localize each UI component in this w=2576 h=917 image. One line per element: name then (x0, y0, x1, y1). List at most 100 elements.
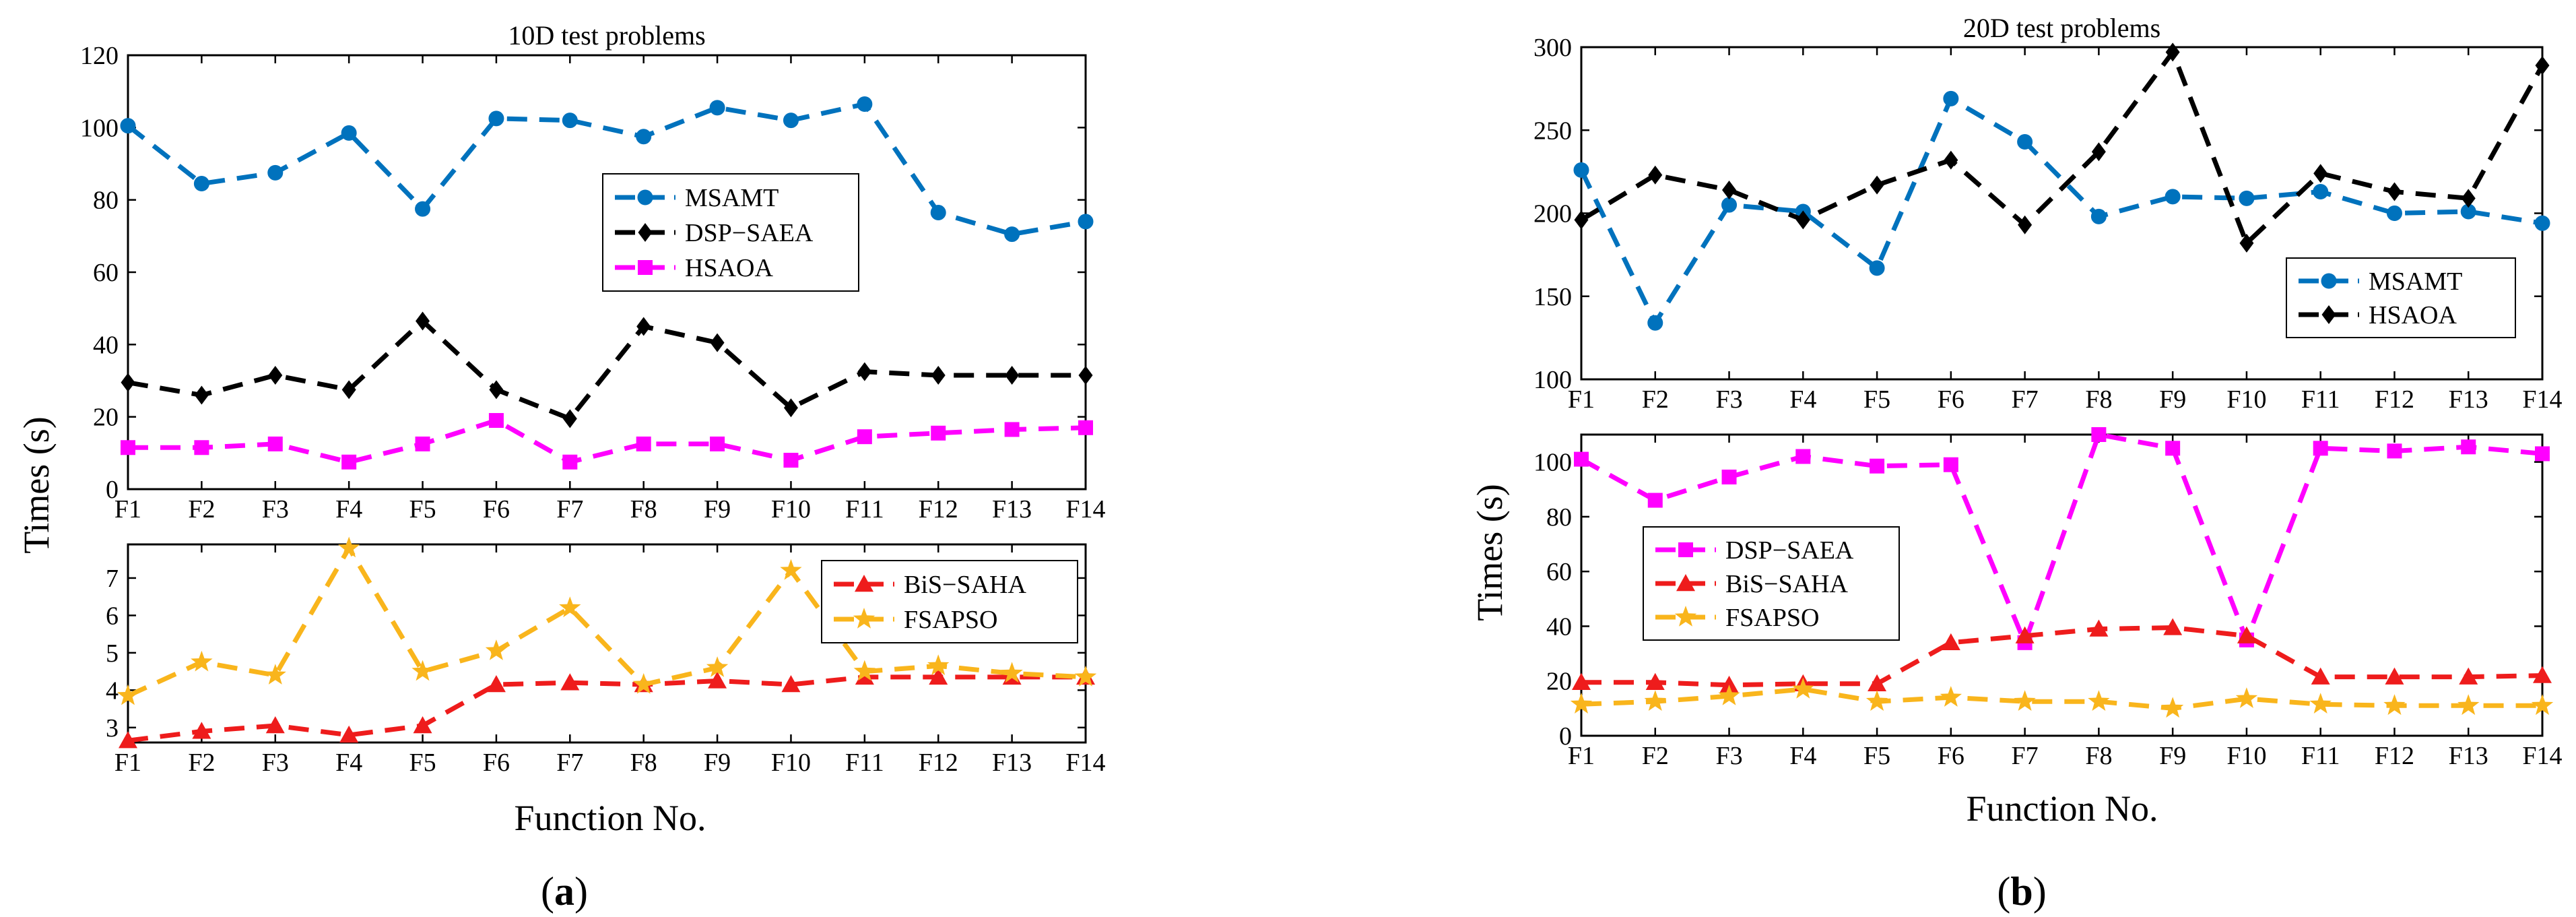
data-point (1573, 162, 1589, 178)
series-bis-saha (1572, 618, 2552, 693)
x-tick-label: F4 (1789, 385, 1816, 414)
x-tick-label: F5 (1863, 385, 1890, 414)
x-tick-label: F7 (556, 749, 583, 777)
data-point (710, 333, 725, 352)
legend-box (821, 560, 1078, 643)
panel-a-letter-open: ( (541, 869, 554, 914)
y-tick-label: 200 (1533, 200, 1572, 228)
data-point (2091, 142, 2106, 162)
legend-label: FSAPSO (904, 606, 997, 634)
series-line (127, 318, 1086, 421)
legend-marker (2321, 305, 2336, 324)
axes-box (1580, 433, 2544, 737)
x-tick-label: F3 (262, 749, 289, 777)
x-tick-label: F7 (2012, 385, 2039, 414)
data-point (636, 436, 651, 451)
data-point (121, 440, 135, 455)
x-tick-label: F10 (2226, 742, 2266, 770)
data-point (2015, 626, 2035, 643)
series-line (1579, 96, 2543, 325)
data-point (341, 380, 356, 400)
x-tick-label: F13 (992, 749, 1032, 777)
data-point (1647, 315, 1663, 331)
data-point (2237, 626, 2256, 643)
x-tick-label: F14 (1065, 749, 1105, 777)
x-tick-label: F9 (2159, 742, 2186, 770)
data-point (485, 639, 508, 660)
data-point (853, 660, 876, 681)
data-point (559, 596, 581, 618)
data-point (120, 118, 136, 134)
data-point (117, 684, 139, 705)
series-msamt (120, 96, 1094, 243)
data-point (267, 164, 284, 181)
x-tick-label: F4 (335, 495, 362, 524)
series-hsaoa (1574, 42, 2550, 253)
data-point (415, 201, 431, 217)
data-point (710, 436, 725, 451)
x-tick-label: F1 (114, 495, 141, 524)
data-point (857, 362, 872, 381)
x-tick-label: F13 (992, 495, 1032, 524)
data-point (193, 176, 209, 192)
x-tick-label: F14 (2522, 742, 2562, 770)
data-point (1647, 493, 1663, 508)
data-point (783, 113, 799, 129)
panel-a-letter-close: ) (574, 869, 588, 914)
data-point (562, 409, 577, 429)
data-point (783, 398, 798, 418)
legend-label: BiS−SAHA (1725, 570, 1848, 598)
data-point (2387, 443, 2402, 459)
chart-title: 10D test problems (508, 20, 705, 51)
y-tick-label: 300 (1533, 34, 1572, 62)
x-tick-label: F2 (188, 495, 215, 524)
data-point (1570, 693, 1593, 714)
data-point (1005, 365, 1020, 385)
data-point (2383, 694, 2406, 716)
data-point (632, 673, 655, 694)
data-point (119, 731, 137, 749)
data-point (1870, 458, 1885, 474)
data-point (1944, 150, 1958, 170)
data-point (2313, 164, 2328, 183)
legend-marker (855, 575, 873, 592)
data-point (1940, 686, 1962, 707)
data-point (1865, 690, 1888, 711)
panel-b-letter: (b) (1997, 869, 2046, 914)
data-point (267, 436, 283, 451)
y-tick-label: 0 (1559, 722, 1572, 751)
x-tick-label: F14 (1065, 495, 1105, 524)
data-point (265, 716, 285, 734)
data-point (927, 654, 950, 675)
data-point (339, 725, 359, 743)
y-tick-label: 0 (106, 476, 119, 504)
y-tick-label: 5 (106, 639, 119, 668)
data-point (411, 660, 434, 681)
legend-label: HSAOA (2369, 301, 2457, 329)
legend-marker (2321, 273, 2337, 289)
data-point (341, 454, 357, 470)
data-point (1941, 633, 1960, 651)
data-point (1721, 197, 1738, 213)
data-point (2163, 618, 2183, 635)
data-point (708, 671, 727, 689)
series-fsapso (117, 536, 1097, 705)
data-point (636, 129, 652, 145)
y-tick-label: 7 (106, 565, 119, 593)
data-point (2535, 56, 2550, 75)
data-point (338, 536, 360, 558)
data-point (1869, 260, 1885, 276)
data-point (416, 311, 430, 331)
y-tick-label: 4 (106, 676, 119, 705)
data-point (783, 453, 799, 468)
x-tick-label: F6 (1938, 385, 1964, 414)
data-point (2311, 667, 2330, 685)
data-point (2235, 687, 2258, 708)
data-point (2018, 215, 2033, 234)
data-point (1078, 214, 1094, 230)
series-msamt (1573, 90, 2550, 331)
data-point (2461, 439, 2476, 455)
data-point (489, 380, 504, 400)
data-point (1645, 672, 1665, 690)
